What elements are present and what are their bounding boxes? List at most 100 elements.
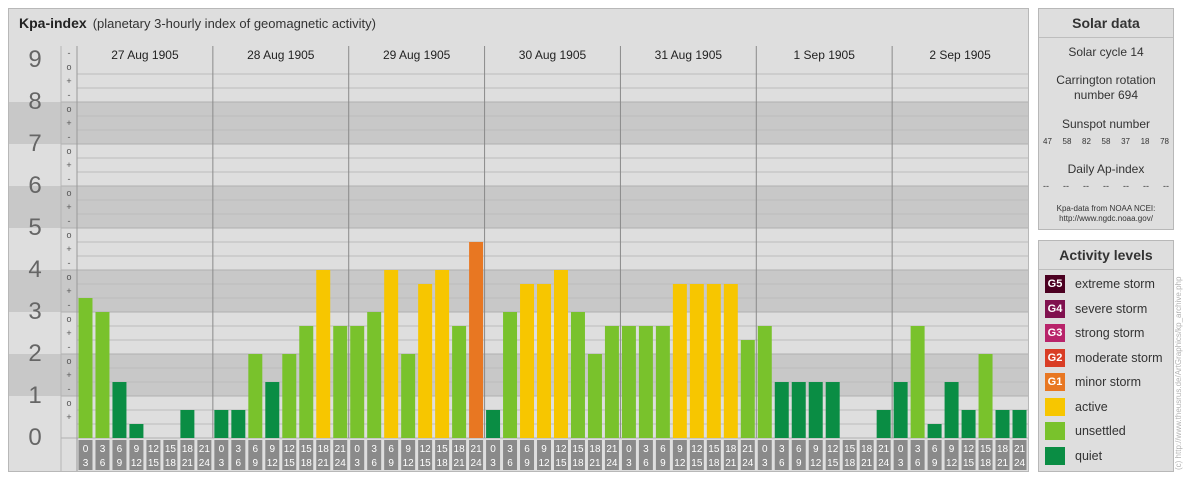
kpa-bar	[367, 312, 382, 438]
y-subdivision-label: o	[66, 146, 71, 156]
sunspot-values: 47 58 82 58 37 18 78	[1043, 137, 1169, 146]
day-label: 1 Sep 1905	[794, 48, 856, 62]
time-slot-start: 9	[134, 444, 140, 455]
kpa-bar	[740, 340, 755, 438]
time-slot-end: 6	[236, 458, 242, 469]
solar-cycle: Solar cycle 14	[1068, 45, 1144, 59]
kpa-bar	[282, 354, 297, 438]
y-subdivision-label: -	[68, 342, 71, 352]
solar-data-title: Solar data	[1039, 9, 1173, 38]
y-subdivision-label: o	[66, 398, 71, 408]
time-slot-end: 24	[1014, 458, 1026, 469]
time-slot-box	[401, 440, 416, 470]
time-slot-end: 6	[507, 458, 513, 469]
time-slot-box	[808, 440, 823, 470]
legend-label: minor storm	[1075, 375, 1141, 389]
y-subdivision-label: o	[66, 272, 71, 282]
time-slot-end: 12	[131, 458, 143, 469]
y-band	[9, 60, 1028, 102]
kpa-bar	[825, 382, 840, 438]
time-slot-box	[672, 440, 687, 470]
kpa-bar	[554, 270, 568, 438]
time-slot-end: 3	[219, 458, 225, 469]
time-slot-box	[740, 440, 755, 470]
time-slot-box	[248, 440, 263, 470]
time-slot-start: 3	[643, 444, 649, 455]
time-slot-start: 18	[997, 444, 1009, 455]
legend-label: strong storm	[1075, 326, 1145, 340]
sunspot-value: 82	[1082, 137, 1091, 146]
legend-swatch: G3	[1045, 324, 1065, 342]
legend-label: active	[1075, 399, 1108, 414]
time-slot-box	[587, 440, 602, 470]
time-slot-start: 3	[915, 444, 921, 455]
time-slot-start: 15	[437, 444, 449, 455]
time-slot-end: 24	[606, 458, 618, 469]
time-slot-start: 6	[932, 444, 938, 455]
chart-subtitle: (planetary 3-hourly index of geomagnetic…	[92, 16, 376, 31]
legend-label: unsettled	[1075, 424, 1126, 438]
y-subdivision-label: -	[68, 174, 71, 184]
time-slot-start: 0	[626, 444, 632, 455]
legend-swatch: G4	[1045, 299, 1065, 318]
time-slot-end: 15	[148, 458, 160, 469]
time-slot-start: 18	[861, 444, 873, 455]
time-slot-box	[486, 440, 501, 470]
time-slot-start: 12	[148, 444, 160, 455]
y-band	[9, 312, 1028, 354]
kpa-bar	[757, 325, 772, 438]
time-slot-box	[231, 440, 246, 470]
time-slot-box	[78, 440, 93, 470]
y-tick-label: 8	[28, 88, 41, 115]
time-slot-box	[537, 440, 551, 470]
kpa-bar	[1012, 409, 1027, 438]
watermark-text: (c) http://www.theusrus.de/ArtGraphics/k…	[1174, 276, 1183, 470]
data-source-link[interactable]: http://www.ngdc.noaa.gov/	[1059, 214, 1153, 223]
time-slot-end: 18	[437, 458, 449, 469]
sunspot-value: 58	[1062, 137, 1072, 146]
y-subdivision-label: o	[66, 104, 71, 114]
time-slot-start: 18	[182, 444, 194, 455]
legend-label: moderate storm	[1075, 350, 1163, 365]
time-slot-start: 18	[725, 444, 737, 455]
time-slot-start: 0	[83, 444, 89, 455]
time-slot-box	[418, 440, 433, 470]
kpa-bar	[350, 325, 365, 438]
time-slot-start: 15	[708, 444, 720, 455]
time-slot-end: 12	[267, 458, 279, 469]
time-slot-end: 18	[572, 458, 584, 469]
time-slot-box	[655, 440, 670, 470]
time-slot-start: 21	[199, 444, 211, 455]
time-slot-box	[367, 440, 382, 470]
y-tick-label: 2	[28, 340, 41, 367]
y-subdivision-label: -	[68, 48, 71, 58]
time-slot-box	[129, 440, 144, 470]
time-slot-box	[570, 440, 585, 470]
legend-swatch	[1045, 446, 1065, 465]
time-slot-start: 18	[454, 444, 466, 455]
time-slot-start: 21	[606, 444, 618, 455]
time-slot-end: 3	[762, 458, 768, 469]
kpa-bar	[995, 409, 1010, 438]
y-subdivision-label: o	[66, 356, 71, 366]
time-slot-box	[689, 440, 704, 470]
kpa-chart-panel: 0 1 2 3 4 5 6 7 8 9 + o - + o - + o - + o - + o - + o - + o - + o - + o -27 …	[8, 8, 1029, 472]
time-slot-box	[604, 440, 619, 470]
time-slot-start: 15	[301, 444, 313, 455]
kpa-bar	[723, 283, 738, 438]
y-tick-label: 5	[28, 214, 41, 241]
y-band	[9, 186, 1028, 228]
legend-swatch	[1045, 422, 1065, 440]
kpa-bar	[520, 283, 535, 438]
time-slot-start: 3	[507, 444, 513, 455]
activity-levels-title: Activity levels	[1039, 241, 1173, 270]
kpa-bar	[214, 409, 229, 438]
time-slot-end: 21	[725, 458, 737, 469]
sunspot-title: Sunspot number	[1061, 117, 1151, 131]
y-subdivision-label: +	[66, 412, 71, 422]
y-subdivision-label: +	[66, 370, 71, 380]
time-slot-box	[265, 440, 280, 470]
day-label: 30 Aug 1905	[519, 48, 587, 62]
kpa-bar	[961, 409, 976, 438]
kpa-bar	[808, 382, 823, 438]
